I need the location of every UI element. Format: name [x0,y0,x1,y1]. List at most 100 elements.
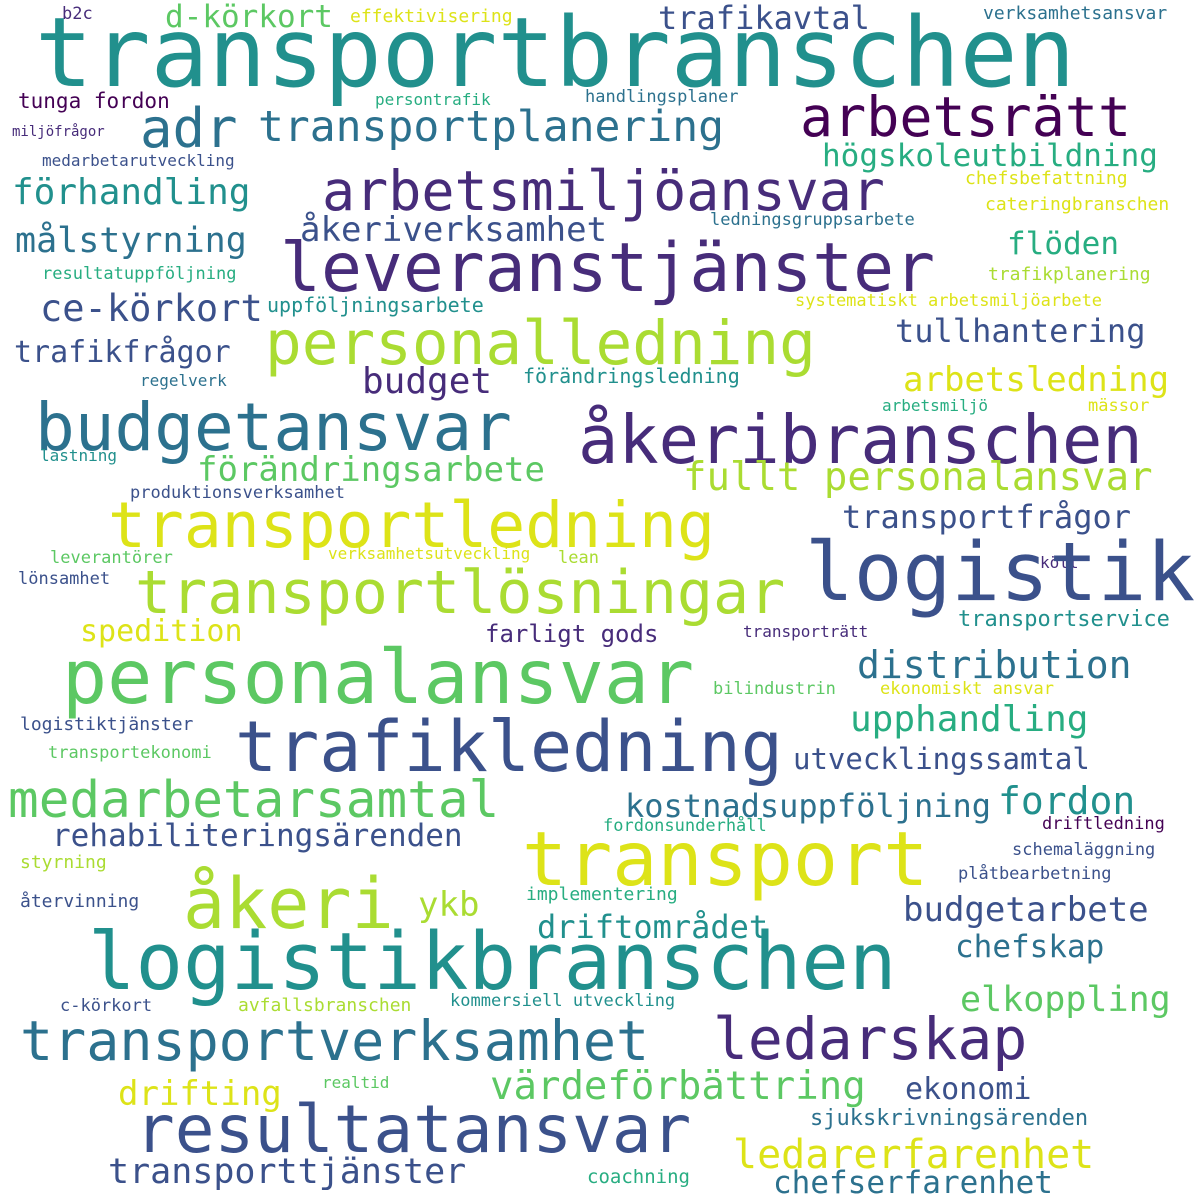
word-logistikbranschen: logistikbranschen [88,916,897,1008]
word-trafikledning: trafikledning [235,706,783,788]
word-kott: kött [1040,553,1079,572]
word-malstyrning: målstyrning [15,221,247,261]
word-leverantorer: leverantörer [50,548,173,568]
word-hogskoleutbildning: högskoleutbildning [822,138,1158,174]
word-massor: mässor [1088,396,1150,416]
word-ledarerfarenhet: ledarerfarenhet [733,1132,1095,1178]
word-resultatansvar: resultatansvar [135,1091,692,1168]
word-farligt-gods: farligt gods [485,620,659,648]
word-persontrafik: persontrafik [375,90,491,109]
word-fullt-personalansvar: fullt personalansvar [683,455,1153,500]
word-budget: budget [362,361,493,402]
word-uppfoljningsarbete: uppföljningsarbete [267,293,484,317]
word-fordon: fordon [998,779,1136,823]
word-chefsbefattning: chefsbefattning [965,168,1128,189]
word-tunga-fordon: tunga fordon [18,89,170,113]
word-elkoppling: elkoppling [960,980,1171,1020]
word-transportplanering: transportplanering [258,102,724,152]
word-driftledning: driftledning [1042,814,1165,834]
word-akeri: åkeri [183,863,394,945]
word-platbearbetning: plåtbearbetning [958,864,1112,884]
word-trafikavtal: trafikavtal [658,0,870,37]
word-handlingsplaner: handlingsplaner [585,87,739,107]
word-forhandling: förhandling [12,172,251,213]
word-akeribranschen: åkeribranschen [578,401,1143,479]
word-budgetarbete: budgetarbete [903,890,1149,930]
word-lastning: lastning [40,446,118,465]
word-transport: transport [522,815,929,903]
word-ledningsgruppsarbete: ledningsgruppsarbete [710,210,915,230]
word-arbetsledning: arbetsledning [903,360,1170,400]
word-arbetsmiljo: arbetsmiljö [882,396,988,415]
word-trafikfragor: trafikfrågor [14,335,231,370]
word-forandringsledning: förändringsledning [523,364,740,388]
word-transportservice: transportservice [958,607,1170,632]
word-personalledning: personalledning [265,308,816,379]
word-bilindustrin: bilindustrin [713,679,836,699]
word-regelverk: regelverk [140,371,227,390]
word-ce-korkort: ce-körkort [40,287,263,330]
word-upphandling: upphandling [850,699,1089,740]
word-schemalaggning: schemaläggning [1012,840,1156,860]
word-lonsamhet: lönsamhet [18,569,111,589]
word-utvecklingssamtal: utvecklingssamtal [793,742,1090,776]
word-ekonomiskt-ansvar: ekonomiskt ansvar [880,679,1054,699]
word-distribution: distribution [857,643,1132,687]
word-ledarskap: ledarskap [713,1005,1028,1073]
word-transportbranschen: transportbranschen [35,0,1076,109]
word-floden: flöden [1007,226,1119,262]
word-ekonomi: ekonomi [905,1072,1032,1107]
word-avfallsbranschen: avfallsbranschen [238,995,412,1016]
word-personalansvar: personalansvar [62,633,695,721]
word-verksamhetsansvar: verksamhetsansvar [983,3,1168,24]
word-chefskap: chefskap [955,929,1105,965]
word-transportledning: transportledning [108,489,715,562]
word-adr: adr [140,97,238,160]
word-realtid: realtid [322,1073,390,1092]
word-miljofragor: miljöfrågor [12,124,105,140]
word-fordonsunderhall: fordonsunderhåll [603,816,767,836]
word-trafikplanering: trafikplanering [988,264,1151,285]
word-kostnadsuppfoljning: kostnadsuppföljning [625,787,992,825]
word-arbetsmiljoansvar: arbetsmiljöansvar [322,159,885,223]
word-kommersiell-utveckling: kommersiell utveckling [450,991,676,1011]
word-c-korkort: c-körkort [60,996,153,1016]
word-akeriverksamhet: åkeriverksamhet [300,210,608,250]
word-chefserfarenhet: chefserfarenhet [773,1165,1053,1200]
word-transportratt: transporträtt [743,622,869,641]
word-budgetansvar: budgetansvar [35,389,512,466]
word-d-korkort: d-körkort [165,0,333,35]
word-medarbetarutveckling: medarbetarutveckling [42,151,235,170]
word-styrning: styrning [20,852,107,873]
word-lean: lean [558,548,599,568]
word-resultatuppfoljning: resultatuppföljning [42,264,237,284]
word-systematiskt-arbetsmiljoarbete: systematiskt arbetsmiljöarbete [795,291,1103,311]
word-driftomradet: driftområdet [537,908,769,946]
word-logistiktjanster: logistiktjänster [20,714,194,735]
word-transportverksamhet: transportverksamhet [20,1009,650,1073]
word-forandringsarbete: förändringsarbete [197,450,545,490]
word-transportlosningar: transportlösningar [135,558,786,628]
word-medarbetarsamtal: medarbetarsamtal [8,771,500,830]
word-spedition: spedition [80,614,243,649]
word-arbetsratt: arbetsrätt [800,85,1132,149]
word-transportfragor: transportfrågor [842,498,1131,536]
word-sjukskrivningsarenden: sjukskrivningsärenden [810,1106,1089,1131]
word-drifting: drifting [118,1074,282,1114]
word-tullhantering: tullhantering [895,312,1146,350]
word-cateringbranschen: cateringbranschen [985,194,1170,215]
word-transportekonomi: transportekonomi [48,743,212,763]
word-implementering: implementering [526,884,678,905]
word-ykb: ykb [418,885,480,925]
word-leveranstjanster: leveranstjänster [280,229,936,308]
word-vardeforbattring: värdeförbättring [490,1064,866,1109]
word-b2c: b2c [62,4,93,24]
word-effektivisering: effektivisering [350,6,513,27]
word-coachning: coachning [587,1166,690,1188]
word-rehabiliteringsarenden: rehabiliteringsärenden [52,818,463,854]
word-transporttjanster: transporttjänster [108,1152,467,1192]
word-verksamhetsutveckling: verksamhetsutveckling [328,544,531,563]
word-atervinning: återvinning [20,891,140,912]
word-logistik: logistik [805,526,1196,620]
